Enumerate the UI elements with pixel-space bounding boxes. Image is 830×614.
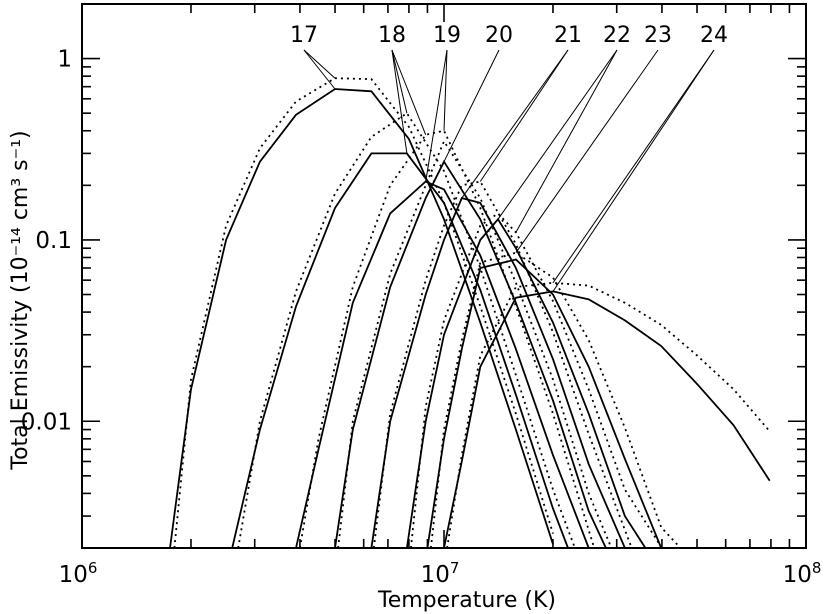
curves-group [169, 77, 771, 548]
y-tick-label: 1 [57, 47, 72, 73]
series-labels-group: 17 18 19 20 21 22 23 24 [290, 23, 728, 48]
series-label-23: 23 [644, 23, 672, 48]
leader-line-24-1 [552, 49, 715, 284]
leader-line-18-1 [391, 49, 408, 114]
leader-line-18-2 [391, 49, 427, 135]
series-label-18: 18 [378, 23, 406, 48]
x-tick-label: 107 [421, 559, 460, 588]
leader-line-19-0 [425, 49, 448, 182]
series-line-17-dotted [173, 77, 554, 548]
leader-line-22-1 [515, 49, 618, 233]
leader-line-21-1 [479, 49, 569, 182]
leader-line-20-0 [443, 49, 500, 162]
series-label-20: 20 [485, 23, 513, 48]
series-line-23-solid [426, 258, 666, 548]
y-tick-label: 0.01 [21, 409, 72, 435]
axes-group: 106 107 108 1 0.1 0.01 [21, 3, 822, 588]
plot-frame [81, 3, 807, 549]
series-line-22-solid [406, 217, 647, 548]
y-tick-label: 0.1 [35, 228, 72, 254]
series-line-19-dotted [299, 129, 596, 548]
leader-line-19-1 [443, 49, 448, 131]
leader-line-22-0 [497, 49, 618, 220]
series-line-21-dotted [372, 180, 633, 548]
series-line-23-dotted [430, 251, 682, 548]
leader-lines-group [303, 49, 715, 292]
y-axis-label: Total Emissivity (10⁻¹⁴ cm³ s⁻¹) [8, 130, 33, 470]
leader-line-17-0 [303, 49, 336, 90]
series-line-19-solid [295, 180, 590, 548]
x-tick-label: 108 [783, 559, 822, 588]
series-line-20-solid [334, 159, 607, 548]
leader-line-17-1 [303, 49, 336, 79]
leader-line-23-0 [515, 49, 659, 253]
series-label-21: 21 [554, 23, 582, 48]
leader-line-21-0 [461, 49, 569, 199]
series-line-24-dotted [446, 281, 771, 548]
series-line-24-solid [443, 290, 771, 548]
series-label-24: 24 [700, 23, 728, 48]
series-line-18-solid [231, 152, 569, 548]
series-label-17: 17 [290, 23, 318, 48]
series-line-20-dotted [337, 139, 613, 548]
x-tick-label: 106 [59, 559, 98, 588]
series-line-21-solid [370, 197, 626, 548]
x-axis-label: Temperature (K) [377, 588, 556, 613]
series-label-19: 19 [433, 23, 461, 48]
series-label-22: 22 [603, 23, 631, 48]
series-line-22-dotted [410, 212, 663, 548]
series-line-17-solid [169, 88, 554, 548]
leader-line-24-0 [552, 49, 715, 292]
leader-line-18-0 [391, 49, 408, 154]
